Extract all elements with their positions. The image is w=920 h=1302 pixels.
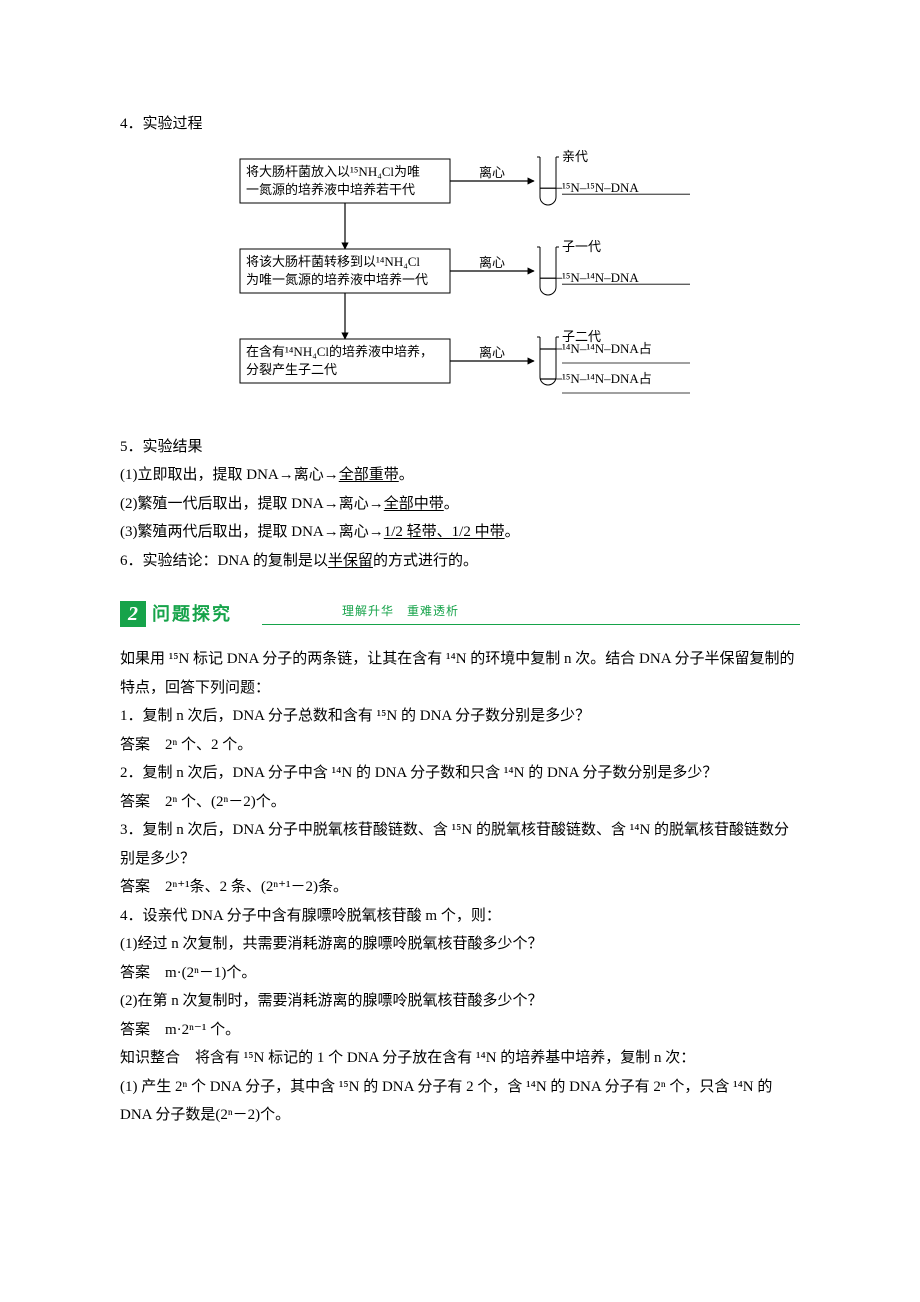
result-2-ans: 全部中带	[384, 496, 444, 512]
experiment-diagram: 将大肠杆菌放入以¹⁵NH₄Cl为唯一氮源的培养液中培养若干代离心亲代¹⁵N–¹⁵…	[120, 149, 800, 419]
section-subtitle: 理解升华 重难透析	[342, 600, 459, 623]
svg-text:离心: 离心	[479, 255, 505, 270]
answer-4-2-text: m·2ⁿ⁻¹ 个。	[150, 1022, 240, 1038]
section-title: 问题探究	[152, 597, 232, 631]
knowledge-1: (1) 产生 2ⁿ 个 DNA 分子，其中含 ¹⁵N 的 DNA 分子有 2 个…	[120, 1073, 800, 1130]
answer-1-text: 2ⁿ 个、2 个。	[150, 737, 252, 753]
answer-4-1-text: m·(2ⁿ－1)个。	[150, 965, 256, 981]
knowledge-text: 将含有 ¹⁵N 标记的 1 个 DNA 分子放在含有 ¹⁴N 的培养基中培养，复…	[180, 1050, 695, 1066]
answer-label: 答案	[120, 1021, 150, 1038]
question-4-2: (2)在第 n 次复制时，需要消耗游离的腺嘌呤脱氧核苷酸多少个？	[120, 987, 800, 1016]
section-line-wrap: 理解升华 重难透析	[262, 601, 800, 627]
svg-text:为唯一氮源的培养液中培养一代: 为唯一氮源的培养液中培养一代	[246, 272, 428, 287]
answer-label: 答案	[120, 878, 150, 895]
question-1: 1．复制 n 次后，DNA 分子总数和含有 ¹⁵N 的 DNA 分子数分别是多少…	[120, 702, 800, 731]
answer-label: 答案	[120, 793, 150, 810]
question-4: 4．设亲代 DNA 分子中含有腺嘌呤脱氧核苷酸 m 个，则：	[120, 902, 800, 931]
answer-4-1: 答案 m·(2ⁿ－1)个。	[120, 959, 800, 988]
answer-label: 答案	[120, 964, 150, 981]
answer-label: 答案	[120, 736, 150, 753]
result-1: (1)立即取出，提取 DNA→离心→全部重带。	[120, 461, 800, 490]
svg-text:¹⁵N–¹⁴N–DNA: ¹⁵N–¹⁴N–DNA	[562, 270, 639, 285]
answer-4-2: 答案 m·2ⁿ⁻¹ 个。	[120, 1016, 800, 1045]
result-2-post: 。	[444, 496, 459, 512]
svg-text:¹⁵N–¹⁴N–DNA占: ¹⁵N–¹⁴N–DNA占	[562, 371, 652, 386]
intro-text: 如果用 ¹⁵N 标记 DNA 分子的两条链，让其在含有 ¹⁴N 的环境中复制 n…	[120, 645, 800, 702]
result-3-ans: 1/2 轻带、1/2 中带	[384, 524, 505, 540]
result-3-pre: (3)繁殖两代后取出，提取 DNA→离心→	[120, 524, 384, 540]
answer-3: 答案 2ⁿ⁺¹条、2 条、(2ⁿ⁺¹－2)条。	[120, 873, 800, 902]
svg-text:分裂产生子二代: 分裂产生子二代	[246, 362, 337, 377]
heading-4: 4．实验过程	[120, 110, 800, 139]
question-3: 3．复制 n 次后，DNA 分子中脱氧核苷酸链数、含 ¹⁵N 的脱氧核苷酸链数、…	[120, 816, 800, 873]
conclusion-post: 的方式进行的。	[373, 553, 478, 569]
question-4-1: (1)经过 n 次复制，共需要消耗游离的腺嘌呤脱氧核苷酸多少个？	[120, 930, 800, 959]
svg-text:离心: 离心	[479, 165, 505, 180]
answer-2: 答案 2ⁿ 个、(2ⁿ－2)个。	[120, 788, 800, 817]
question-2: 2．复制 n 次后，DNA 分子中含 ¹⁴N 的 DNA 分子数和只含 ¹⁴N …	[120, 759, 800, 788]
result-3-post: 。	[505, 524, 520, 540]
svg-text:¹⁴N–¹⁴N–DNA占: ¹⁴N–¹⁴N–DNA占	[562, 341, 652, 356]
svg-text:子一代: 子一代	[562, 239, 601, 254]
knowledge-summary: 知识整合 将含有 ¹⁵N 标记的 1 个 DNA 分子放在含有 ¹⁴N 的培养基…	[120, 1044, 800, 1073]
svg-text:一氮源的培养液中培养若干代: 一氮源的培养液中培养若干代	[246, 182, 415, 197]
answer-1: 答案 2ⁿ 个、2 个。	[120, 731, 800, 760]
section-badge: 2	[120, 601, 146, 627]
result-1-post: 。	[399, 467, 414, 483]
heading-6: 6．实验结论：DNA 的复制是以半保留的方式进行的。	[120, 547, 800, 576]
knowledge-label: 知识整合	[120, 1049, 180, 1066]
result-3: (3)繁殖两代后取出，提取 DNA→离心→1/2 轻带、1/2 中带。	[120, 518, 800, 547]
result-2-pre: (2)繁殖一代后取出，提取 DNA→离心→	[120, 496, 384, 512]
heading-5: 5．实验结果	[120, 433, 800, 462]
svg-text:亲代: 亲代	[562, 149, 588, 164]
result-1-ans: 全部重带	[339, 467, 399, 483]
svg-text:离心: 离心	[479, 345, 505, 360]
result-1-pre: (1)立即取出，提取 DNA→离心→	[120, 467, 339, 483]
section-underline	[262, 624, 800, 625]
answer-3-text: 2ⁿ⁺¹条、2 条、(2ⁿ⁺¹－2)条。	[150, 879, 348, 895]
section-bar: 2 问题探究 理解升华 重难透析	[120, 597, 800, 631]
conclusion-ans: 半保留	[328, 553, 373, 569]
svg-text:将大肠杆菌放入以¹⁵NH₄Cl为唯: 将大肠杆菌放入以¹⁵NH₄Cl为唯	[246, 164, 420, 179]
conclusion-pre: 6．实验结论：DNA 的复制是以	[120, 553, 328, 569]
svg-text:将该大肠杆菌转移到以¹⁴NH₄Cl: 将该大肠杆菌转移到以¹⁴NH₄Cl	[246, 254, 420, 269]
svg-text:在含有¹⁴NH₄Cl的培养液中培养，: 在含有¹⁴NH₄Cl的培养液中培养，	[246, 344, 433, 359]
svg-text:¹⁵N–¹⁵N–DNA: ¹⁵N–¹⁵N–DNA	[562, 180, 639, 195]
answer-2-text: 2ⁿ 个、(2ⁿ－2)个。	[150, 794, 286, 810]
result-2: (2)繁殖一代后取出，提取 DNA→离心→全部中带。	[120, 490, 800, 519]
